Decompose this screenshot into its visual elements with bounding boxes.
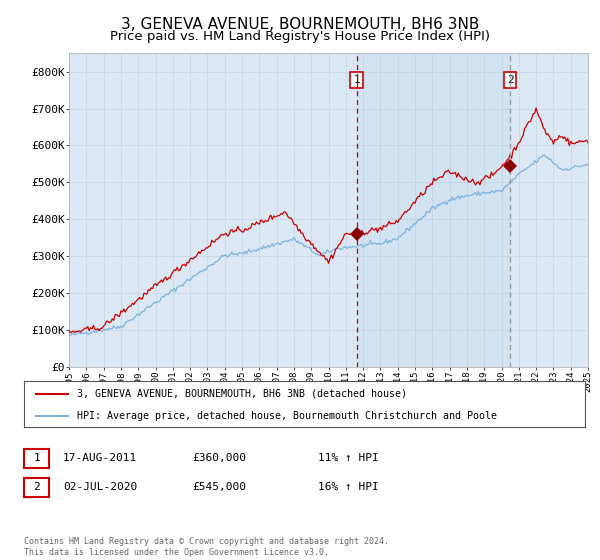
Text: 3, GENEVA AVENUE, BOURNEMOUTH, BH6 3NB (detached house): 3, GENEVA AVENUE, BOURNEMOUTH, BH6 3NB (…	[77, 389, 407, 399]
Text: £360,000: £360,000	[192, 453, 246, 463]
Text: 17-AUG-2011: 17-AUG-2011	[63, 453, 137, 463]
Text: Contains HM Land Registry data © Crown copyright and database right 2024.
This d: Contains HM Land Registry data © Crown c…	[24, 537, 389, 557]
Text: 2: 2	[33, 482, 40, 492]
Text: 1: 1	[353, 75, 360, 85]
Text: 16% ↑ HPI: 16% ↑ HPI	[318, 482, 379, 492]
Text: £545,000: £545,000	[192, 482, 246, 492]
Bar	[356, 53, 510, 367]
Text: 11% ↑ HPI: 11% ↑ HPI	[318, 453, 379, 463]
Text: 1: 1	[33, 453, 40, 463]
Text: 02-JUL-2020: 02-JUL-2020	[63, 482, 137, 492]
Text: Price paid vs. HM Land Registry's House Price Index (HPI): Price paid vs. HM Land Registry's House …	[110, 30, 490, 43]
Text: HPI: Average price, detached house, Bournemouth Christchurch and Poole: HPI: Average price, detached house, Bour…	[77, 411, 497, 421]
Text: 3, GENEVA AVENUE, BOURNEMOUTH, BH6 3NB: 3, GENEVA AVENUE, BOURNEMOUTH, BH6 3NB	[121, 17, 479, 32]
Text: 2: 2	[507, 75, 514, 85]
